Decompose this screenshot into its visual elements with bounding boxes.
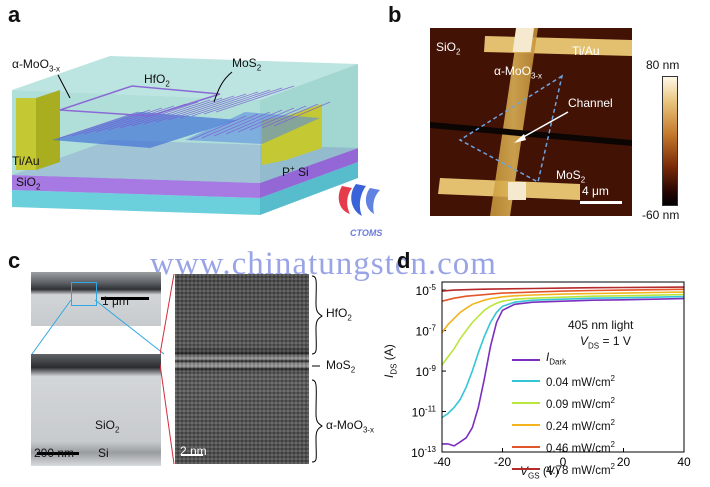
device-schematic (12, 56, 358, 215)
legend-swatch (512, 359, 540, 362)
label-b-moo3: α-MoO3-x (494, 64, 543, 81)
label-a-moo3: α-MoO3-x (12, 57, 61, 74)
ctoms-logo (338, 184, 380, 216)
series-line-2 (441, 293, 685, 366)
legend-label: 0.24 mW/cm2 (546, 417, 615, 433)
y-tick-label: 10-7 (416, 324, 437, 339)
series-line-5 (441, 286, 685, 292)
panel-b-label: b (388, 2, 402, 27)
series-line-3 (441, 291, 685, 334)
tem-high-res (175, 274, 309, 464)
legend-swatch (512, 402, 540, 405)
lattice-moo3 (52, 85, 238, 148)
y-tick-label: 10-13 (411, 445, 436, 460)
lattice-mos2 (185, 112, 320, 144)
legend-label: 0.46 mW/cm2 (546, 439, 615, 455)
scalebar-right: 2 nm (180, 444, 207, 458)
legend-label: 4.78 mW/cm2 (546, 461, 615, 477)
scalebar-top: 1 μm (102, 294, 129, 308)
chart-xlabel: VGS (V) (520, 464, 559, 481)
legend-label: IDark (546, 352, 567, 367)
y-tick-label: 10-5 (416, 283, 437, 298)
chart-annotation-vds: VDS = 1 V (580, 334, 631, 351)
series-line-1 (441, 295, 685, 419)
legend-item: 0.04 mW/cm2 (512, 370, 615, 392)
legend-label: 0.09 mW/cm2 (546, 396, 615, 411)
zoom-lines-red (160, 273, 175, 465)
label-c-sio2: SiO2 (95, 418, 120, 435)
label-a-mos2: MoS2 (232, 56, 262, 73)
label-c-moo3: α-MoO3-x (326, 418, 375, 435)
legend-item: 0.09 mW/cm2 (512, 392, 615, 414)
x-tick-label: -20 (494, 455, 512, 469)
colorbar (662, 76, 678, 206)
legend-swatch (512, 423, 540, 426)
x-tick-label: 20 (617, 455, 631, 469)
y-tick-label: 10-9 (416, 364, 437, 379)
layer-braces (311, 275, 323, 463)
legend-item: 4.78 mW/cm2 (512, 458, 615, 480)
label-b-sio2: SiO2 (436, 40, 461, 57)
legend-label: 0.04 mW/cm2 (546, 374, 615, 390)
x-tick-label: 40 (677, 455, 691, 469)
y-tick-label: 10-11 (412, 405, 437, 420)
legend-item: IDark (512, 350, 615, 370)
legend-swatch (512, 445, 540, 448)
label-c-hfo2: HfO2 (326, 306, 352, 323)
legend-swatch (512, 380, 540, 383)
colorbar-max: 80 nm (646, 58, 680, 72)
x-tick-label: 0 (560, 455, 567, 469)
label-b-mos2: MoS2 (556, 168, 586, 185)
tem-mid-mag (31, 354, 161, 466)
legend-swatch (512, 467, 540, 470)
label-c-mos2: MoS2 (326, 358, 356, 375)
scalebar-mid: 200 nm (34, 446, 75, 460)
legend-item: 0.46 mW/cm2 (512, 436, 615, 458)
series-line-0 (442, 297, 685, 447)
label-a-psi: P+ Si (282, 164, 309, 179)
afm-image (430, 28, 632, 216)
panel-d-label: d (397, 248, 411, 273)
label-b-channel: Channel (568, 96, 613, 110)
zoom-lines-blue (31, 299, 165, 355)
chart-legend: IDark 0.04 mW/cm2 0.09 mW/cm2 0.24 mW/cm2 0.… (512, 350, 615, 479)
label-b-scalebar: 4 μm (582, 184, 609, 198)
panel-c-label: c (8, 248, 21, 273)
label-a-sio2: SiO2 (16, 175, 41, 192)
chart-ylabel: IDS (A) (382, 344, 399, 378)
legend-item: 0.24 mW/cm2 (512, 414, 615, 436)
series-line-4 (441, 288, 685, 302)
transfer-curve-chart: -40 -20 0 20 40 10-5 10-7 10-9 10-11 10-13 (411, 281, 691, 469)
label-a-tiau: Ti/Au (12, 154, 40, 168)
chart-annotation: 405 nm light (568, 318, 634, 332)
panel-a-label: a (8, 2, 21, 27)
label-b-tiau: Ti/Au (572, 44, 600, 58)
label-c-si: Si (98, 446, 109, 460)
x-tick-label: -40 (433, 455, 451, 469)
colorbar-min: -60 nm (642, 208, 680, 222)
watermark-logo-text: CTOMS (350, 228, 383, 238)
tem-low-mag (31, 272, 161, 326)
label-a-hfo2: HfO2 (144, 72, 170, 89)
